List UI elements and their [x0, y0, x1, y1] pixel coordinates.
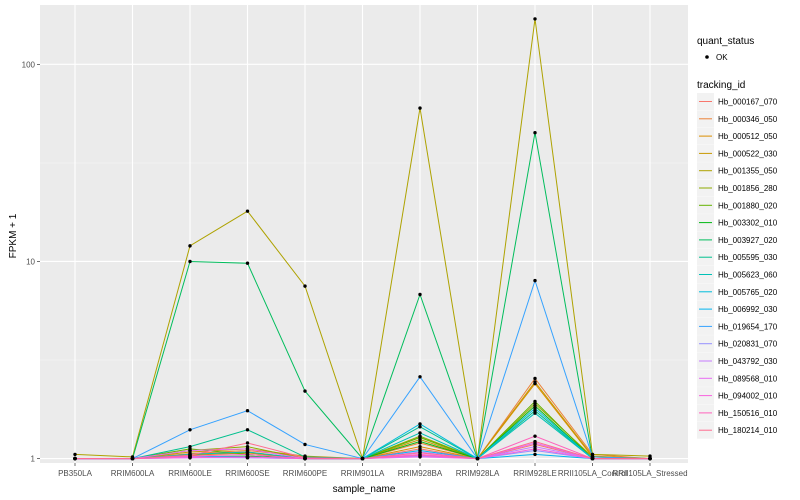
data-point-Hb_000512_050-RRIM928BA: [418, 444, 422, 449]
legend-label-Hb_000522_030: Hb_000522_030: [718, 149, 778, 158]
data-point-Hb_150516_010-RRIM928BA: [418, 453, 422, 457]
data-point-Hb_000346_050-RRIM928LE: [533, 376, 537, 381]
legend-label-Hb_003927_020: Hb_003927_020: [718, 236, 778, 245]
data-point-Hb_001355_050-RRIM600LE: [188, 244, 192, 248]
data-point-Hb_180214_010-RRIM928LE: [533, 439, 537, 444]
data-point-Hb_001880_020-RRIM928BA: [418, 435, 422, 440]
data-point-Hb_180214_010-RRIM600LE: [188, 453, 192, 457]
x-tick-label: RRIM928BA: [398, 469, 443, 478]
x-tick-label: RRIM928LE: [513, 469, 557, 478]
data-point-Hb_003302_010-RRIM928LE: [533, 404, 537, 408]
data-point-Hb_180214_010-RRIM901LA: [360, 456, 365, 461]
data-point-Hb_180214_010-RRIM600SE: [245, 441, 250, 445]
x-tick-label: RRIM600LA: [111, 469, 155, 478]
legend-label-Hb_089568_010: Hb_089568_010: [718, 374, 778, 383]
x-tick-label: RRIM928LA: [456, 469, 500, 478]
legend-label-Hb_000512_050: Hb_000512_050: [718, 132, 778, 141]
data-point-Hb_005595_030-RRIM600LE: [188, 444, 192, 449]
x-tick-label: RRIM600PE: [283, 469, 327, 478]
data-point-Hb_005623_060-RRIM600SE: [245, 450, 250, 454]
data-point-Hb_089568_010-RRIM600LE: [188, 448, 192, 453]
data-point-Hb_000522_030-RRIM928LE: [533, 380, 537, 384]
data-point-Hb_003927_020-RRIM600SE: [245, 261, 250, 265]
legend-status-key-point: [705, 55, 709, 59]
data-point-Hb_001355_050-RRIM928LE: [533, 17, 537, 21]
x-tick-label: RRIM600LE: [168, 469, 212, 478]
legend-label-Hb_001880_020: Hb_001880_020: [718, 201, 778, 210]
legend-label-Hb_006992_030: Hb_006992_030: [718, 305, 778, 314]
y-tick-label: 100: [22, 60, 36, 69]
data-point-Hb_001355_050-RRII105LA_Control: [590, 452, 595, 457]
data-point-Hb_005595_030-RRIM928LE: [533, 408, 537, 413]
data-point-Hb_003302_010-RRIM928BA: [418, 439, 422, 444]
data-point-Hb_150516_010-RRIM928LE: [533, 434, 537, 438]
y-axis-title: FPKM + 1: [8, 213, 19, 258]
data-point-Hb_001355_050-RRIM600PE: [303, 284, 307, 288]
data-point-Hb_180214_010-PB350LA: [73, 456, 77, 461]
data-point-Hb_180214_010-RRIM600PE: [303, 456, 307, 460]
data-point-Hb_005765_020-RRIM928BA: [418, 422, 422, 426]
legend-label-Hb_003302_010: Hb_003302_010: [718, 219, 778, 228]
data-point-Hb_019654_170-RRIM600SE: [245, 408, 250, 413]
data-point-Hb_003927_020-RRIM928BA: [418, 292, 422, 297]
data-point-Hb_005765_020-RRIM928LE: [533, 406, 537, 410]
legend-series-title: tracking_id: [697, 80, 745, 91]
data-point-Hb_019654_170-RRIM600PE: [303, 442, 307, 447]
x-axis-title: sample_name: [333, 484, 396, 495]
data-point-Hb_003927_020-RRIM600LE: [188, 259, 192, 264]
legend-status-title: quant_status: [697, 36, 754, 47]
data-point-Hb_094002_010-RRIM928LE: [533, 447, 537, 451]
legend-label-Hb_094002_010: Hb_094002_010: [718, 392, 778, 401]
data-point-Hb_019654_170-RRIM600LE: [188, 428, 192, 432]
data-point-Hb_089568_010-RRIM600SE: [245, 447, 250, 451]
data-point-Hb_001355_050-PB350LA: [73, 452, 77, 457]
data-point-Hb_180214_010-RRII105LA_Control: [590, 456, 595, 461]
legend-label-Hb_001355_050: Hb_001355_050: [718, 167, 778, 176]
legend-status-label: OK: [716, 53, 728, 62]
legend-label-Hb_005765_020: Hb_005765_020: [718, 288, 778, 297]
legend-label-Hb_019654_170: Hb_019654_170: [718, 322, 778, 331]
legend-label-Hb_043792_030: Hb_043792_030: [718, 357, 778, 366]
data-point-Hb_005623_060-RRIM928BA: [418, 431, 422, 435]
data-point-Hb_001355_050-RRIM600SE: [245, 209, 250, 213]
data-point-Hb_150516_010-RRIM600SE: [245, 452, 250, 457]
data-point-Hb_180214_010-RRIM928BA: [418, 451, 422, 455]
x-tick-label: RRII105LA_Stressed: [612, 469, 687, 478]
data-point-Hb_005623_060-RRIM928LE: [533, 411, 537, 415]
x-tick-label: RRIM600SE: [225, 469, 269, 478]
legend-label-Hb_000346_050: Hb_000346_050: [718, 115, 778, 124]
legend-label-Hb_001856_280: Hb_001856_280: [718, 184, 778, 193]
data-point-Hb_001880_020-RRIM928LE: [533, 399, 537, 404]
data-point-Hb_003927_020-RRIM928LE: [533, 131, 537, 135]
plot-panel: [40, 5, 688, 463]
data-point-Hb_003927_020-RRIM600PE: [303, 389, 307, 393]
data-point-Hb_180214_010-RRII105LA_Stressed: [648, 456, 652, 461]
legend-label-Hb_020831_070: Hb_020831_070: [718, 340, 778, 349]
data-point-Hb_006992_030-RRIM928LE: [533, 452, 537, 457]
legend-label-Hb_005595_030: Hb_005595_030: [718, 253, 778, 262]
y-tick-label: 1: [31, 455, 36, 464]
data-point-Hb_019654_170-RRIM928LE: [533, 278, 537, 283]
data-point-Hb_094002_010-RRIM600SE: [245, 455, 250, 459]
x-tick-label: PB350LA: [58, 469, 92, 478]
y-tick-label: 10: [26, 257, 35, 266]
x-tick-label: RRIM901LA: [341, 469, 385, 478]
legend-label-Hb_000167_070: Hb_000167_070: [718, 98, 778, 107]
data-point-Hb_005595_030-RRIM600SE: [245, 428, 250, 432]
data-point-Hb_005595_030-RRIM928BA: [418, 425, 422, 429]
legend-label-Hb_005623_060: Hb_005623_060: [718, 271, 778, 280]
legend-label-Hb_180214_010: Hb_180214_010: [718, 426, 778, 435]
data-point-Hb_001355_050-RRII105LA_Stressed: [648, 454, 652, 458]
legend-label-Hb_150516_010: Hb_150516_010: [718, 409, 778, 418]
data-point-Hb_180214_010-RRIM928LA: [475, 456, 480, 461]
data-point-Hb_019654_170-RRIM928BA: [418, 375, 422, 379]
x-tick-label: RRII105LA_Control: [558, 469, 628, 478]
data-point-Hb_001355_050-RRIM928BA: [418, 106, 422, 110]
data-point-Hb_180214_010-RRIM600LA: [130, 456, 135, 461]
